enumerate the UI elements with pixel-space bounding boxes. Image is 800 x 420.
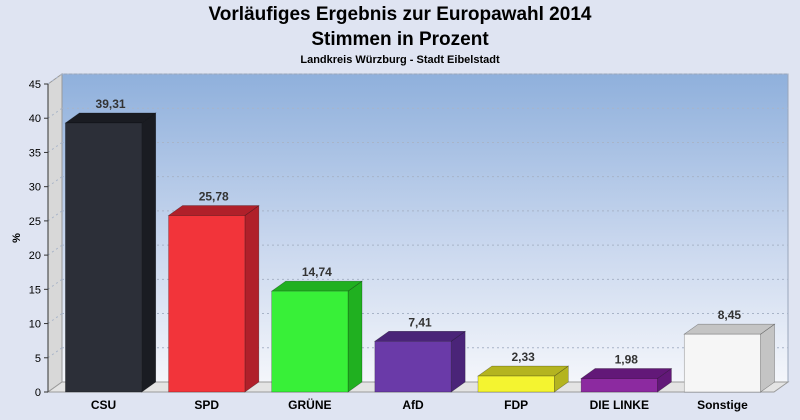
y-tick-label: 25 (29, 216, 41, 228)
y-tick-label: 15 (29, 284, 41, 296)
y-tick-label: 10 (29, 319, 41, 331)
x-tick-label: DIE LINKE (590, 398, 649, 412)
bar-top (167, 205, 260, 216)
y-tick-label: 5 (35, 353, 41, 365)
bar (683, 333, 761, 393)
data-label: 25,78 (199, 190, 229, 204)
data-label: 2,33 (511, 350, 535, 364)
bar-side (244, 204, 260, 393)
x-tick-label: Sonstige (697, 398, 748, 412)
bar-side (450, 330, 466, 393)
bar-side (760, 323, 775, 393)
data-label: 1,98 (615, 352, 639, 366)
x-tick-label: FDP (504, 398, 528, 412)
bar-top (477, 365, 570, 377)
x-tick-label: CSU (91, 398, 116, 412)
bar-top (64, 112, 157, 124)
x-tick-label: GRÜNE (288, 397, 331, 412)
bar-top (270, 280, 363, 292)
chart-subtitle: Stimmen in Prozent (311, 29, 489, 50)
chart-caption: Landkreis Würzburg - Stadt Eibelstadt (300, 54, 500, 66)
bar (374, 340, 452, 393)
y-tick-label: 0 (35, 387, 41, 399)
data-label: 7,41 (408, 315, 432, 329)
bar-top (373, 330, 467, 342)
bar-top (580, 368, 673, 379)
bar (168, 215, 246, 393)
y-tick-label: 35 (29, 147, 41, 159)
data-label: 39,31 (96, 97, 126, 111)
bar-side (347, 280, 363, 393)
data-label: 14,74 (302, 265, 332, 279)
y-tick-label: 40 (29, 113, 41, 125)
y-tick-label: 45 (29, 79, 41, 91)
plot-side-wall (47, 73, 63, 393)
bar-top (683, 323, 776, 335)
data-label: 8,45 (718, 308, 742, 322)
bar (271, 290, 349, 393)
bar (477, 375, 555, 393)
bar (580, 378, 658, 393)
chart-title: Vorläufiges Ergebnis zur Europawahl 2014 (208, 4, 592, 25)
y-axis-label: % (11, 233, 23, 243)
bar (65, 122, 143, 393)
y-tick-label: 30 (29, 182, 41, 194)
bar-side (141, 112, 157, 393)
y-tick-label: 20 (29, 250, 41, 262)
x-tick-label: AfD (402, 398, 424, 412)
x-tick-label: SPD (194, 398, 219, 412)
